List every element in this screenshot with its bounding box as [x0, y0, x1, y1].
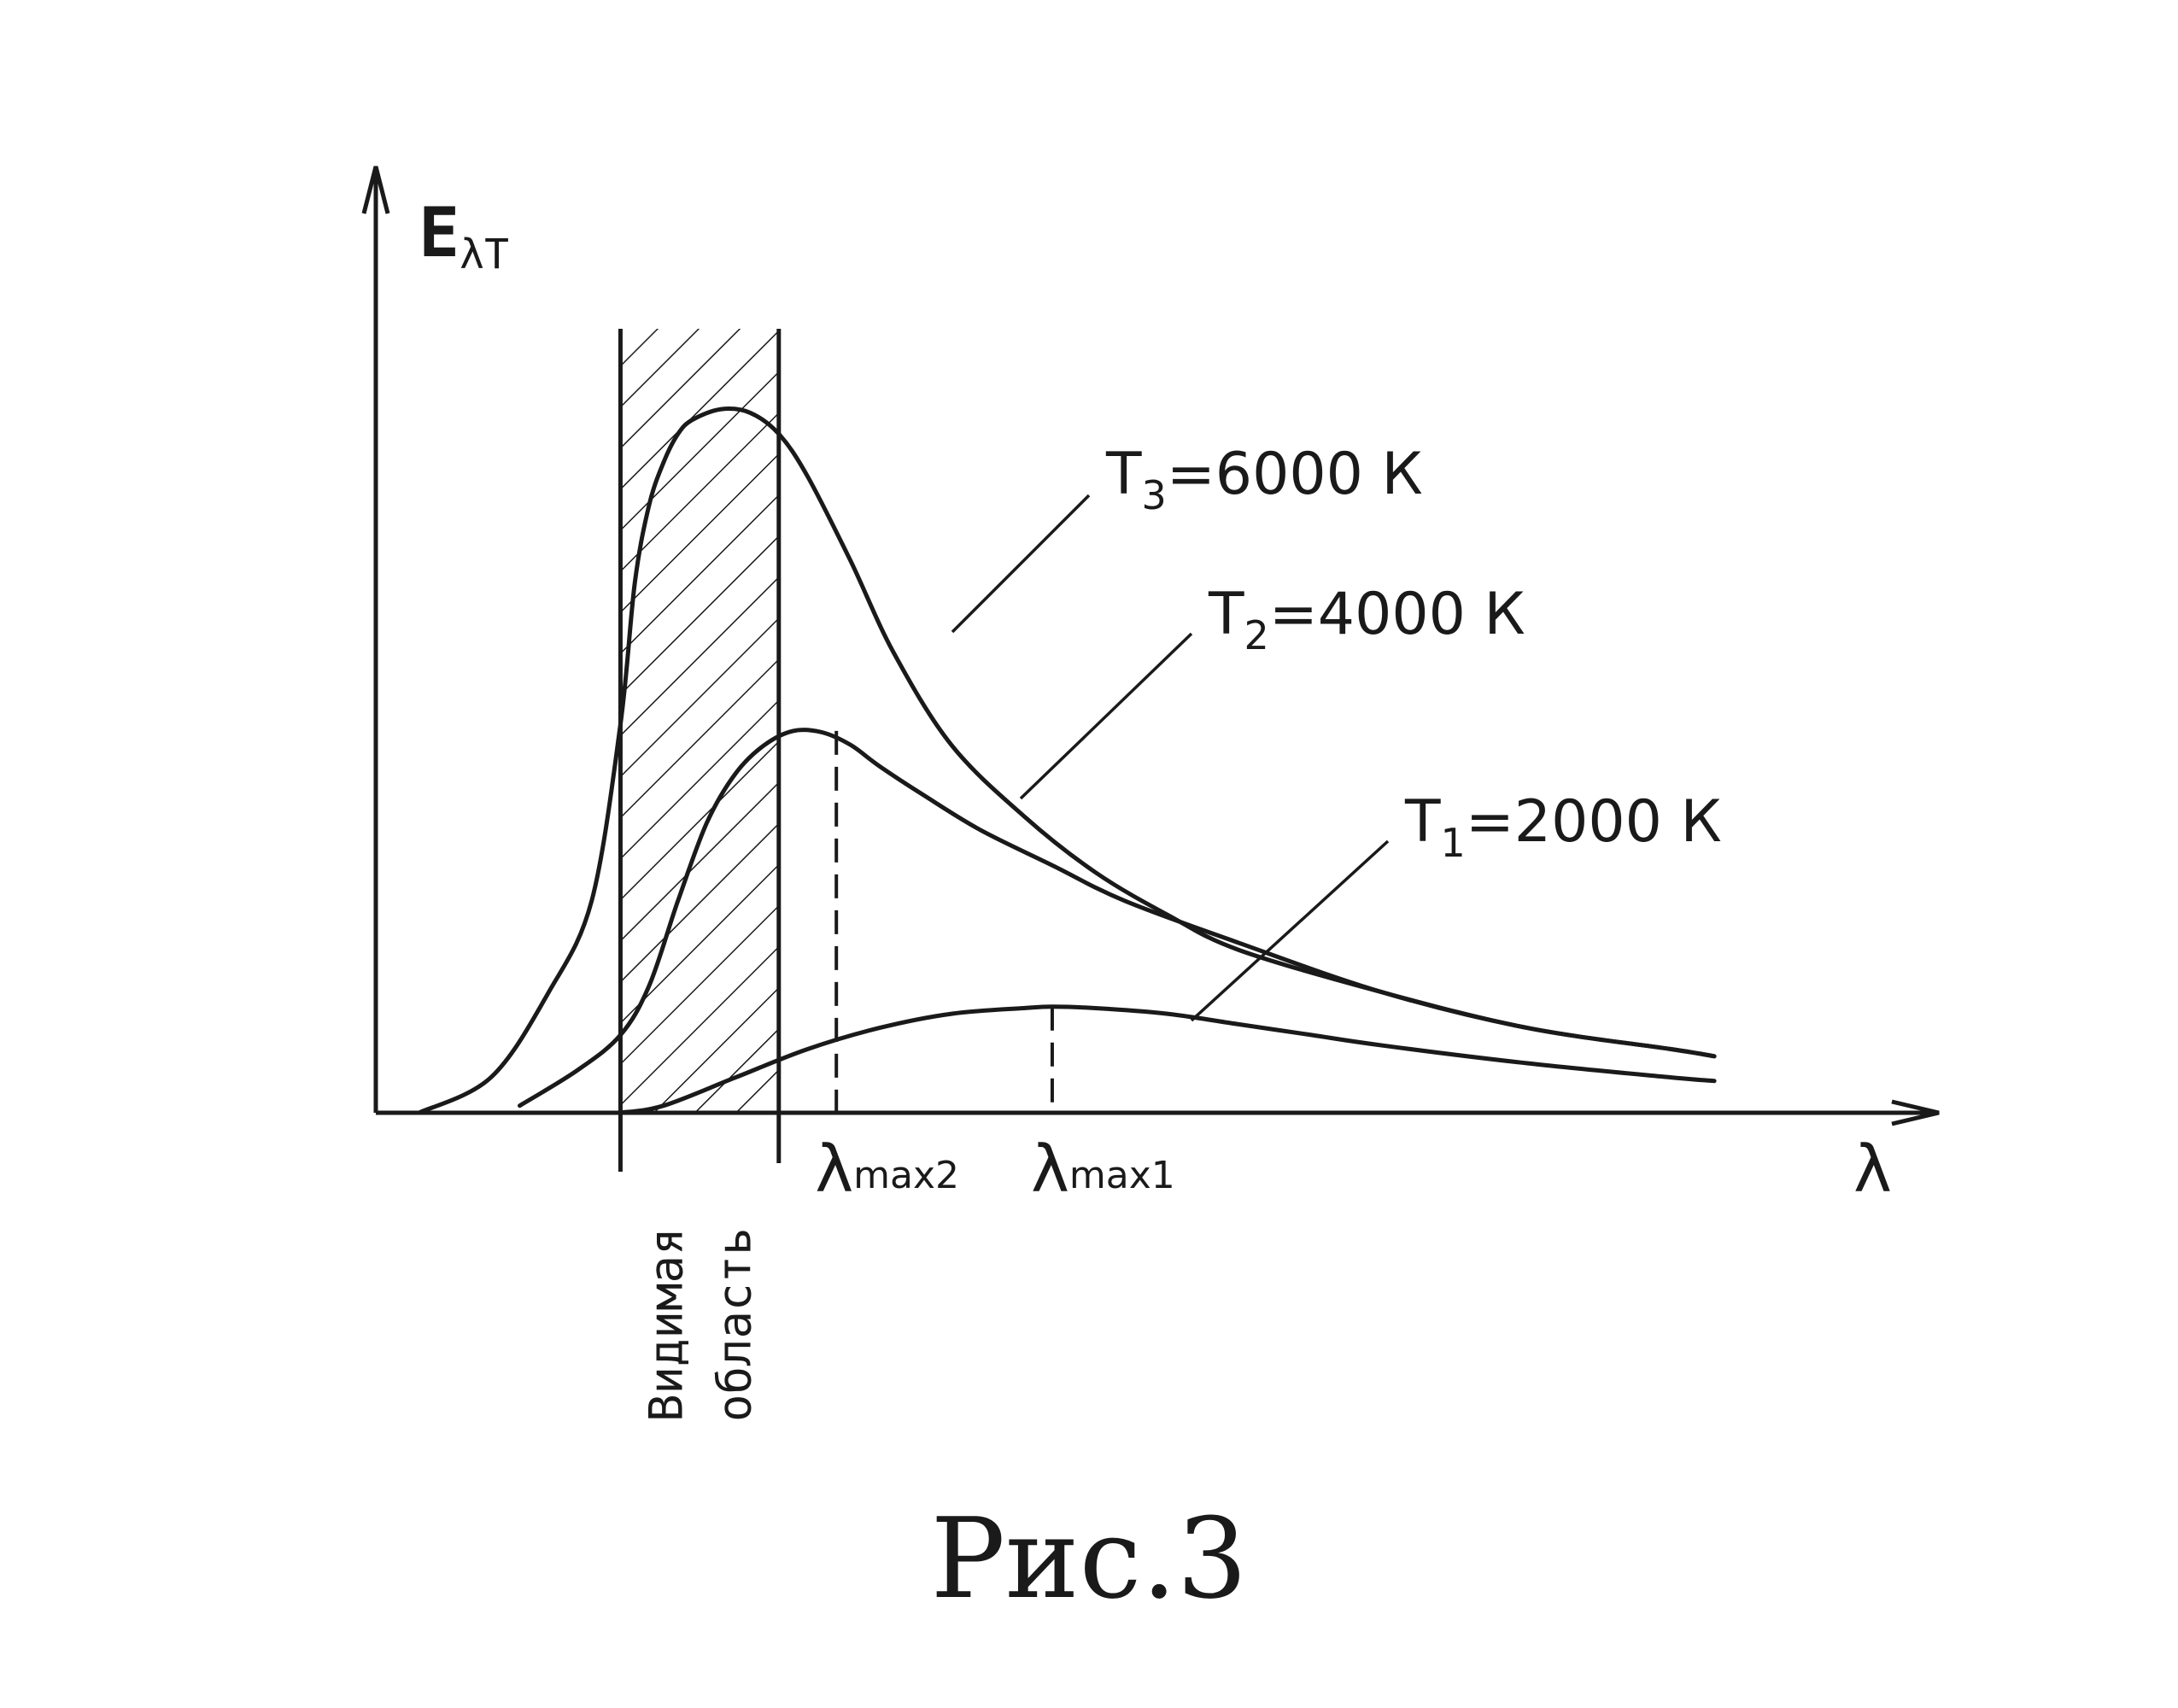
- curve-t1-label-rest: =2000 К: [1466, 788, 1722, 856]
- peak-1-label-sub: max2: [853, 1154, 959, 1197]
- curve-t1-label-main: T: [1404, 788, 1441, 856]
- y-axis-label-main: E: [419, 193, 460, 272]
- y-axis-label-sub: λT: [460, 231, 509, 278]
- x-axis-arrow-icon: [1891, 1099, 1940, 1126]
- y-axis-label: EλT: [419, 193, 509, 278]
- visible-band: Видимая область: [618, 329, 782, 1422]
- curve-t1-label-sub: 1: [1441, 820, 1466, 866]
- curve-t3-label-rest: =6000 К: [1167, 441, 1423, 508]
- series-labels: T3=6000 КT2=4000 КT1=2000 К: [951, 441, 1722, 1022]
- curve-t1-label: T1=2000 К: [1404, 788, 1722, 866]
- curve-t3-label: T3=6000 К: [1105, 441, 1423, 518]
- figure-caption: Рис.3: [931, 1494, 1248, 1623]
- curve-t2-leader: [1019, 632, 1193, 800]
- curve-t2-label: T2=4000 К: [1208, 581, 1525, 658]
- visible-band-hatch: [620, 329, 779, 1113]
- curve-t2-label-main: T: [1208, 581, 1244, 648]
- curves: [417, 407, 1717, 1115]
- visible-band-label-line-2: область: [707, 1227, 761, 1422]
- curve-t2-label-sub: 2: [1244, 612, 1269, 658]
- curve-t1-leader: [1190, 839, 1390, 1022]
- y-axis-arrow-icon: [361, 166, 390, 214]
- peak-2-label: λmax1: [1031, 1131, 1175, 1207]
- peak-1-label-main: λ: [815, 1131, 853, 1207]
- x-axis-label: λ: [1853, 1131, 1892, 1207]
- visible-band-label-line-1: Видимая: [639, 1227, 693, 1422]
- peak-2-label-sub: max1: [1069, 1154, 1175, 1197]
- visible-band-label: Видимая область: [639, 1227, 761, 1422]
- curve-t1: [618, 1004, 1717, 1115]
- curve-t2: [518, 728, 1717, 1108]
- curve-t3: [417, 407, 1717, 1115]
- axes: [361, 166, 1940, 1126]
- curve-t2-label-rest: =4000 К: [1269, 581, 1525, 648]
- peak-1-label: λmax2: [815, 1131, 959, 1207]
- curve-t3-label-sub: 3: [1142, 472, 1167, 518]
- peak-markers: λmax2 λmax1: [815, 730, 1175, 1207]
- curve-t3-label-main: T: [1105, 441, 1142, 508]
- peak-2-label-main: λ: [1031, 1131, 1069, 1207]
- curve-t3-leader: [951, 494, 1091, 634]
